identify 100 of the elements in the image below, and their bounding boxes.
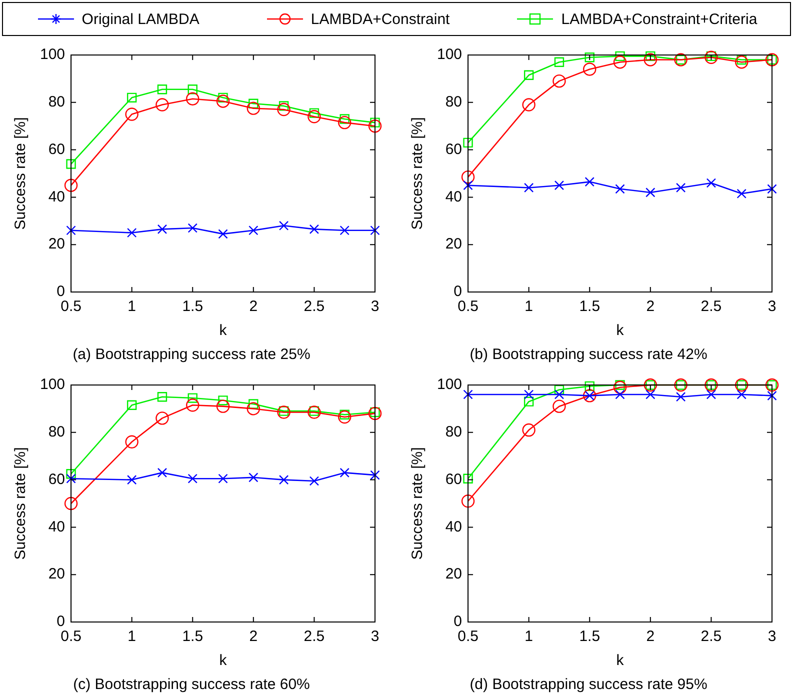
point	[64, 496, 78, 510]
point	[216, 400, 230, 413]
point	[368, 406, 382, 420]
point	[66, 474, 76, 484]
x-tick-label: 3	[370, 298, 380, 316]
x-axis-title: k	[616, 652, 624, 670]
point	[584, 176, 594, 187]
point	[704, 50, 718, 64]
point	[216, 94, 230, 108]
y-tick-label: 60	[48, 140, 66, 158]
point	[524, 390, 534, 400]
point	[218, 229, 228, 239]
x-tick-label: 1.5	[182, 298, 204, 316]
point	[246, 402, 260, 416]
x-axis-title: k	[219, 652, 228, 670]
y-tick-label: 80	[445, 94, 462, 111]
x-tick-label: 0.5	[60, 628, 82, 646]
y-axis-title: Success rate [%]	[12, 117, 30, 230]
y-tick-label: 40	[445, 188, 462, 206]
y-axis-title: Success rate [%]	[409, 447, 426, 560]
point	[735, 56, 748, 69]
y-tick-label: 100	[436, 376, 462, 394]
x-tick-label: 2.5	[304, 298, 325, 316]
y-tick-label: 80	[48, 424, 66, 441]
point	[646, 390, 656, 400]
x-tick-label: 2.5	[700, 298, 722, 316]
x-tick-label: 1	[128, 298, 136, 316]
x-tick-label: 1.5	[579, 628, 600, 646]
point	[126, 400, 137, 410]
x-tick-label: 2	[249, 628, 258, 646]
text: (a) Bootstrapping success rate 25%	[72, 346, 310, 364]
point	[554, 180, 564, 190]
point	[188, 84, 198, 94]
x-tick-label: 0.5	[60, 298, 82, 316]
point	[554, 57, 564, 67]
point	[157, 392, 168, 402]
point	[524, 182, 534, 193]
y-tick-label: 0	[454, 283, 462, 300]
y-tick-label: 20	[48, 566, 66, 583]
point	[157, 468, 168, 478]
x-tick-label: 0.5	[458, 628, 478, 646]
x-tick-label: 1	[128, 628, 136, 646]
x-axis-title: k	[219, 322, 228, 340]
point	[66, 469, 76, 479]
x-tick-label: 3	[768, 298, 776, 316]
point	[278, 474, 289, 485]
point	[644, 53, 658, 66]
y-tick-label: 20	[445, 236, 462, 253]
point	[188, 474, 198, 484]
point	[218, 474, 228, 484]
point	[706, 51, 716, 62]
text: (b) Bootstrapping success rate 42%	[470, 346, 708, 364]
x-axis-title: k	[616, 322, 624, 340]
point	[309, 476, 320, 486]
point	[736, 188, 746, 198]
x-tick-label: 3	[768, 628, 776, 646]
point	[615, 51, 625, 62]
point	[125, 435, 138, 448]
x-tick-label: 1.5	[579, 298, 600, 316]
y-tick-label: 100	[436, 46, 462, 64]
x-tick-label: 0.5	[458, 298, 478, 316]
point	[126, 92, 137, 103]
y-tick-label: 0	[56, 613, 66, 630]
text: (c) Bootstrapping success rate 60%	[73, 676, 310, 694]
point	[552, 74, 566, 88]
point	[706, 178, 716, 188]
point	[66, 159, 76, 169]
point	[66, 226, 76, 236]
y-tick-label: 80	[48, 94, 66, 111]
point	[463, 474, 473, 484]
point	[338, 410, 352, 424]
point	[463, 390, 473, 400]
y-tick-label: 100	[40, 46, 66, 64]
point	[767, 390, 777, 401]
point	[246, 102, 260, 115]
point	[370, 470, 380, 480]
point	[676, 182, 686, 193]
x-tick-label: 3	[370, 628, 380, 646]
legend-label: LAMBDA+Constraint	[310, 10, 450, 28]
point	[186, 398, 200, 412]
y-tick-label: 100	[40, 376, 66, 394]
point	[186, 92, 200, 106]
point	[613, 56, 627, 69]
y-tick-label: 40	[48, 518, 66, 536]
point	[583, 62, 596, 76]
x-tick-label: 1	[524, 298, 533, 316]
y-tick-label: 20	[48, 236, 66, 253]
y-tick-label: 0	[454, 613, 462, 630]
point	[248, 472, 258, 482]
point	[767, 184, 777, 194]
point	[615, 390, 625, 400]
point	[368, 120, 382, 133]
point	[338, 116, 352, 130]
y-tick-label: 40	[445, 518, 462, 536]
x-tick-label: 2	[646, 298, 655, 316]
point	[308, 406, 321, 419]
point	[613, 380, 627, 394]
y-axis-title: Success rate [%]	[12, 447, 30, 560]
point	[309, 108, 320, 118]
point	[278, 220, 289, 230]
